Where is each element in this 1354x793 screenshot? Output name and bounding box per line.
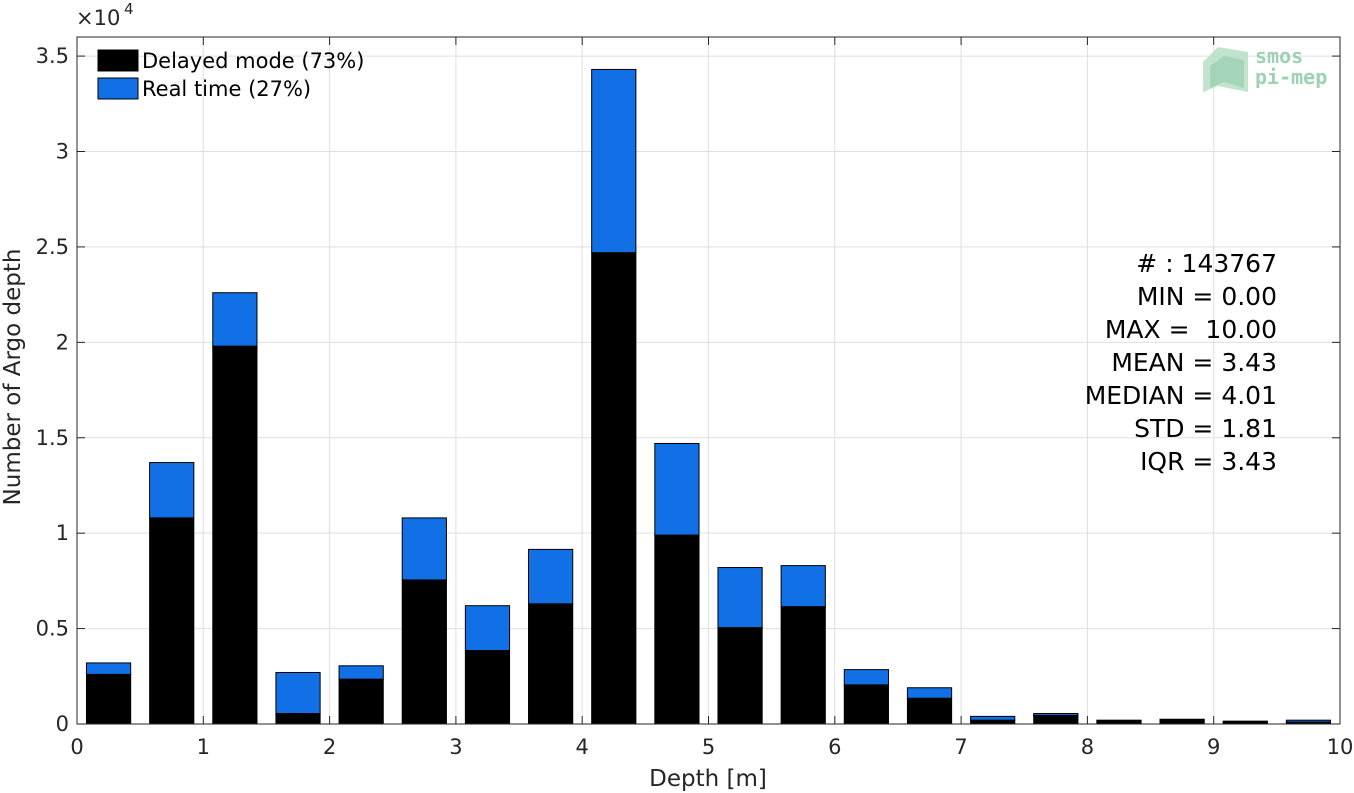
y-tick-label: 0 [56,712,69,736]
stat-min: MIN = 0.00 [1137,282,1277,311]
y-tick-label: 2.5 [36,235,69,259]
x-tick-label: 2 [323,735,336,759]
y-tick-label: 3.5 [36,44,69,68]
bar-real-time [338,665,384,680]
bar-real-time [528,548,574,605]
bar-delayed-mode [464,650,511,725]
x-tick-label: 3 [449,735,462,759]
bar-delayed-mode [717,627,763,725]
y-tick-label: 2 [56,330,69,354]
y-tick-label: 1 [56,521,69,545]
bar-delayed-mode [212,345,258,725]
bar-real-time [591,68,637,254]
x-tick-label: 10 [1327,735,1354,759]
y-multiplier-base: ×10 [76,6,120,30]
bar-real-time [654,442,700,536]
bar-real-time [1285,719,1332,723]
y-axis-label: Number of Argo depth [0,249,26,506]
bar-real-time [970,715,1016,721]
x-axis-ticks: 0 1 2 3 4 5 6 7 8 9 10 [70,37,1353,759]
bar-delayed-mode [906,697,953,725]
bar-delayed-mode [780,606,826,725]
x-tick-label: 1 [197,735,210,759]
x-tick-label: 7 [954,735,967,759]
stat-count: # : 143767 [1136,249,1277,278]
bar-delayed-mode [654,534,700,725]
legend-label-realtime: Real time (27%) [142,77,311,101]
bar-real-time [906,687,953,699]
bar-real-time [1222,720,1268,723]
bar-real-time [464,605,511,652]
x-tick-label: 9 [1207,735,1220,759]
y-tick-label: 1.5 [36,426,69,450]
legend-swatch-delayed [97,49,139,72]
bar-real-time [1096,719,1142,722]
x-tick-label: 8 [1081,735,1094,759]
bar-delayed-mode [528,603,574,725]
y-axis-multiplier: ×10 4 [76,0,134,30]
bar-real-time [780,565,826,608]
legend: Delayed mode (73%) Real time (27%) [97,49,364,101]
bar-delayed-mode [338,678,384,725]
y-axis-ticks: 0 0.5 1 1.5 2 2.5 3 3.5 [36,44,1340,736]
bar-delayed-mode [85,673,132,725]
bar-delayed-mode [970,719,1016,725]
bar-real-time [843,669,889,686]
x-tick-label: 4 [576,735,589,759]
bar-delayed-mode [1033,714,1079,725]
bar-real-time [149,462,195,519]
x-axis-label: Depth [m] [649,766,767,792]
legend-label-delayed: Delayed mode (73%) [142,49,364,73]
bar-delayed-mode [401,579,447,725]
stat-max: MAX = 10.00 [1105,315,1277,344]
bar-real-time [85,662,132,675]
y-tick-label: 3 [56,140,69,164]
y-tick-label: 0.5 [36,617,69,641]
bar-real-time [401,517,447,581]
bar-delayed-mode [149,517,195,725]
x-tick-label: 0 [70,735,83,759]
logo-text-line2: pi-mep [1255,65,1327,89]
bar-real-time [275,671,321,715]
stat-iqr: IQR = 3.43 [1140,447,1277,476]
smos-pimep-logo: smos pi-mep [1203,44,1327,92]
bar-delayed-mode [1159,719,1205,725]
bar-delayed-mode [843,684,889,725]
stat-median: MEDIAN = 4.01 [1085,381,1277,410]
bar-real-time [1159,718,1205,721]
bar-real-time [717,567,763,629]
legend-swatch-realtime [97,77,139,100]
stat-mean: MEAN = 3.43 [1111,348,1277,377]
stat-std: STD = 1.81 [1134,414,1277,443]
x-tick-label: 5 [702,735,715,759]
bar-real-time [212,292,258,347]
logo-wave-icon-inner [1210,56,1244,88]
logo-text-line1: smos [1255,44,1303,68]
bar-real-time [1033,713,1079,716]
bar-delayed-mode [275,713,321,725]
stats-annotation: # : 143767 MIN = 0.00 MAX = 10.00 MEAN =… [1085,249,1277,476]
y-multiplier-exponent: 4 [124,0,134,18]
bar-delayed-mode [591,252,637,725]
x-tick-label: 6 [828,735,841,759]
